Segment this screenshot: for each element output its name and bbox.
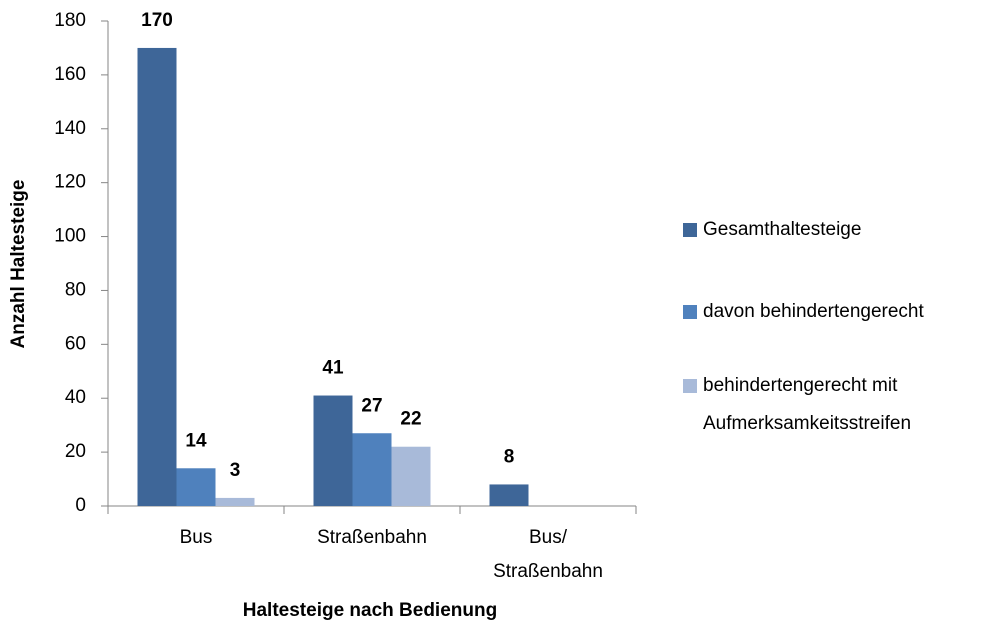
legend-swatch [683,305,697,319]
data-label: 27 [361,395,382,416]
bar [215,497,255,506]
bar [352,433,392,506]
legend-label: behindertengerecht mit Aufmerksamkeitsstr… [703,375,911,434]
y-tick-label: 140 [54,118,86,139]
x-tick-label: Bus [180,527,213,548]
y-tick-label: 0 [75,495,86,516]
data-label: 14 [185,430,207,451]
y-tick-label: 80 [65,279,86,300]
x-tick-label: Bus/Straßenbahn [493,527,603,582]
bar [391,446,431,506]
y-tick-label: 60 [65,333,86,354]
data-label: 8 [504,446,515,467]
y-axis-title: Anzahl Haltesteige [8,180,29,349]
legend-swatch [683,223,697,237]
y-tick-label: 180 [54,10,86,31]
legend-swatch [683,379,697,393]
data-label: 22 [400,409,421,430]
bar [176,468,216,506]
y-tick-label: 120 [54,172,86,193]
legend-label: Gesamthaltesteige [703,219,861,240]
y-tick-label: 40 [65,387,86,408]
y-tick-label: 100 [54,226,86,247]
y-tick-label: 160 [54,64,86,85]
bar [489,484,529,506]
y-tick-label: 20 [65,441,86,462]
x-axis-title: Haltesteige nach Bedienung [243,600,497,621]
x-tick-label: Straßenbahn [317,527,427,548]
data-label: 170 [141,10,173,31]
legend-label: davon behindertengerecht [703,301,925,322]
data-label: 3 [230,460,241,481]
bar [137,47,177,506]
data-label: 41 [322,358,344,379]
bar [313,395,353,506]
